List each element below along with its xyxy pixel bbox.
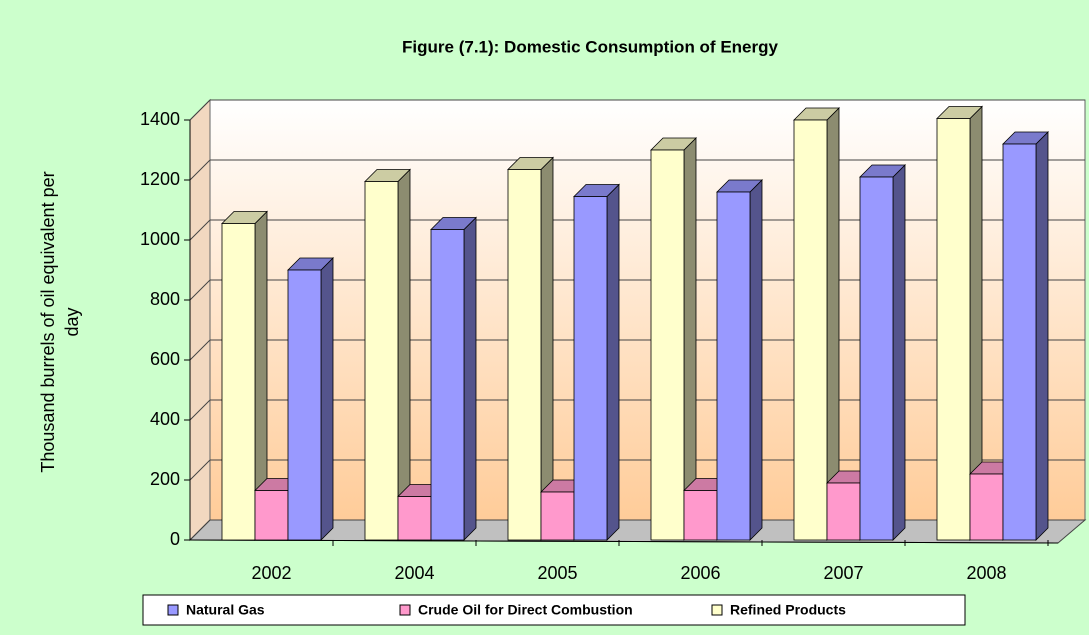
y-tick-label: 600 [150, 349, 180, 369]
bar-side [1035, 131, 1049, 541]
grid-line [189, 339, 211, 361]
bar [507, 169, 542, 541]
legend-swatch [399, 604, 411, 616]
grid-line [189, 99, 211, 121]
bar [650, 149, 685, 541]
side-wall [189, 98, 211, 542]
bar [969, 473, 1004, 541]
bar [254, 490, 289, 541]
bar-side [683, 137, 697, 541]
x-tick-label: 2002 [251, 563, 291, 583]
y-tick-label: 200 [150, 469, 180, 489]
legend-label: Natural Gas [186, 602, 265, 618]
bar-side [463, 216, 477, 541]
bar-side [397, 168, 411, 541]
legend-label: Crude Oil for Direct Combustion [418, 602, 633, 618]
x-tick-label: 2008 [966, 563, 1006, 583]
bar [826, 482, 861, 541]
x-tick-label: 2004 [394, 563, 434, 583]
bar [1002, 143, 1037, 541]
x-tick-label: 2007 [823, 563, 863, 583]
bar [859, 176, 894, 541]
bar-side [892, 164, 906, 541]
bar [573, 196, 608, 541]
bar [716, 191, 751, 541]
bar [397, 496, 432, 541]
grid-line [189, 519, 211, 541]
bar [793, 119, 828, 541]
bar [287, 269, 322, 541]
chart-title: Figure (7.1): Domestic Consumption of En… [402, 37, 778, 56]
bar [364, 181, 399, 541]
x-tick-label: 2005 [537, 563, 577, 583]
legend [142, 594, 966, 626]
x-axis [189, 539, 1059, 544]
legend-swatch [711, 604, 723, 616]
y-tick-label: 400 [150, 409, 180, 429]
grid-line [189, 399, 211, 421]
x-tick-label: 2006 [680, 563, 720, 583]
y-tick-label: 1400 [140, 109, 180, 129]
bar [683, 490, 718, 541]
grid-line [189, 459, 211, 481]
y-tick-label: 800 [150, 289, 180, 309]
grid-line [189, 279, 211, 301]
y-axis-title: Thousand burrels of oil equivalent per d… [38, 171, 82, 473]
bar-side [320, 257, 334, 541]
bar-side [749, 179, 763, 541]
y-tick-label: 1000 [140, 229, 180, 249]
bar [221, 223, 256, 541]
grid-line [189, 219, 211, 241]
legend-swatch [167, 604, 179, 616]
legend-label: Refined Products [730, 602, 846, 618]
bar-side [606, 183, 620, 541]
bar [540, 491, 575, 541]
grid-line [189, 159, 211, 181]
y-tick-label: 1200 [140, 169, 180, 189]
y-tick-label: 0 [170, 529, 180, 549]
bar [936, 118, 971, 541]
bar [430, 229, 465, 541]
